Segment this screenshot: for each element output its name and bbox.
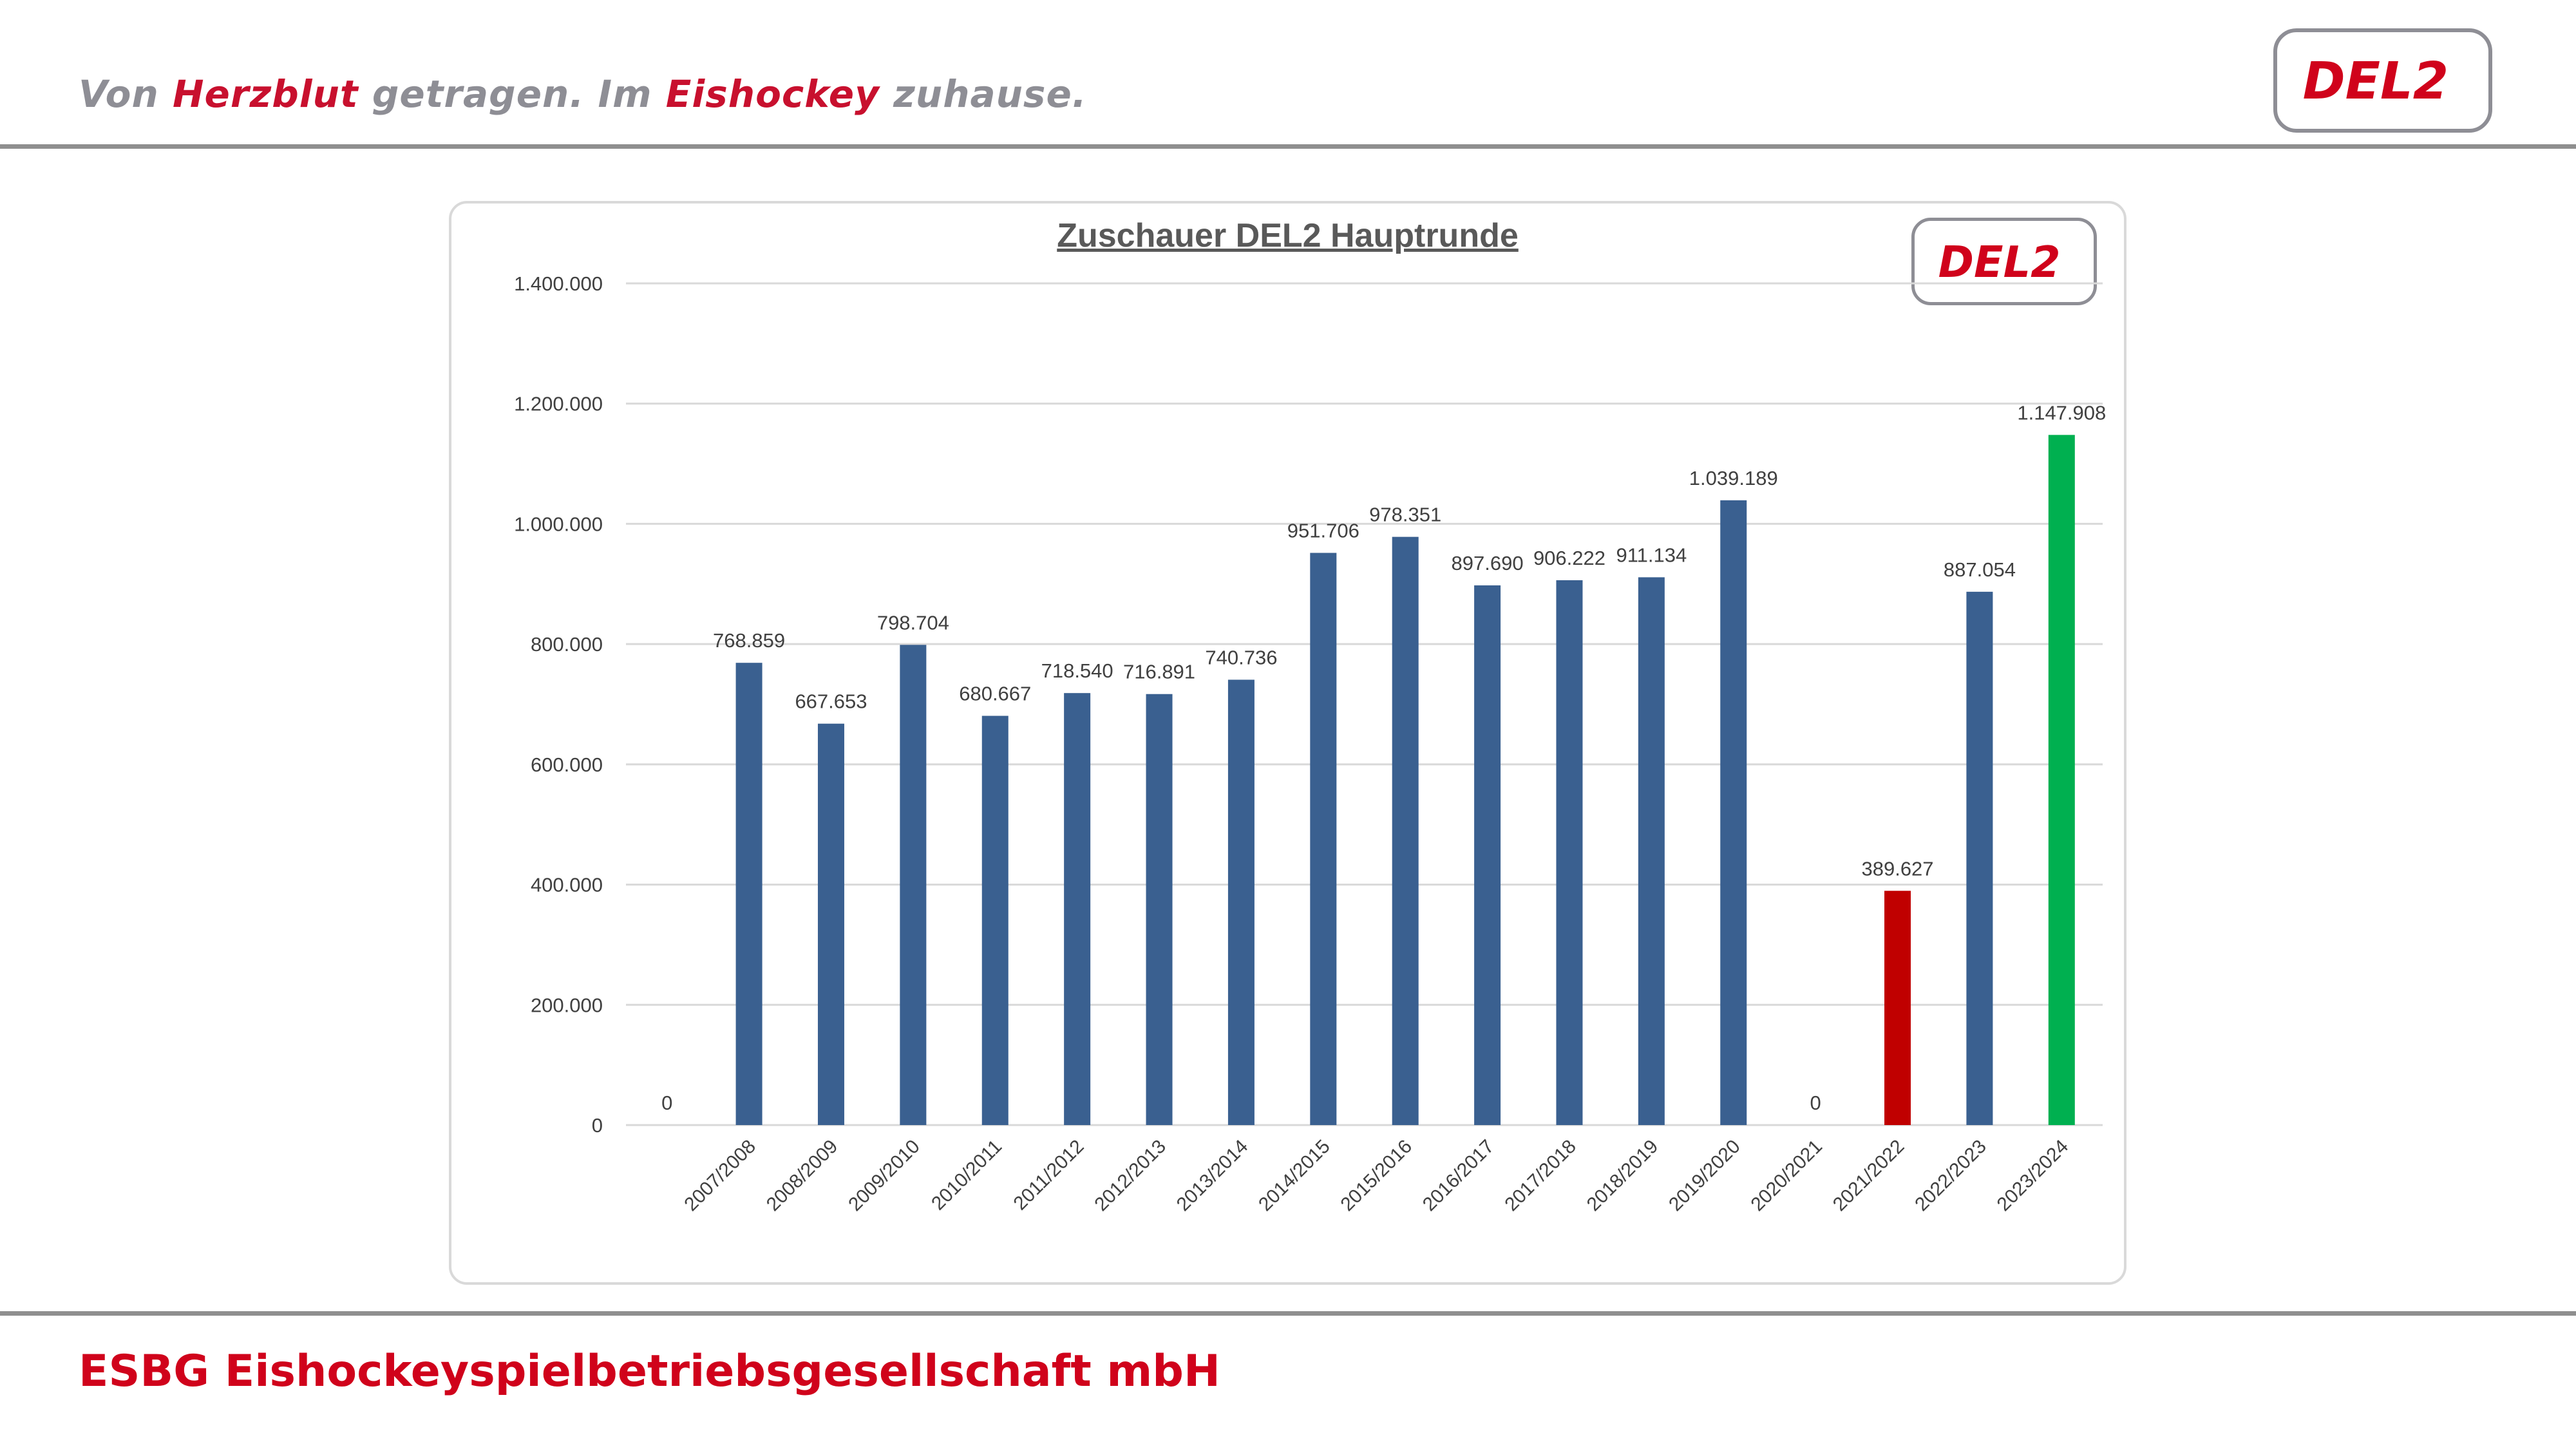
- bar: [735, 663, 762, 1125]
- footer-company-name: ESBG Eishockeyspielbetriebsgesellschaft …: [79, 1346, 1220, 1397]
- data-label: 740.736: [1205, 646, 1277, 668]
- data-label: 897.690: [1452, 552, 1524, 574]
- bar: [1638, 577, 1665, 1125]
- x-tick-label: 2013/2014: [1173, 1136, 1253, 1216]
- bar: [1720, 500, 1747, 1125]
- y-tick-label: 1.200.000: [514, 393, 603, 415]
- slogan-part-3: getragen. Im: [358, 72, 666, 116]
- x-tick-label: 2011/2012: [1010, 1136, 1088, 1215]
- data-label: 1.147.908: [2017, 401, 2106, 424]
- y-tick-label: 800.000: [531, 633, 603, 656]
- data-label: 716.891: [1123, 661, 1195, 683]
- data-label: 951.706: [1287, 520, 1359, 542]
- data-label: 667.653: [795, 690, 867, 713]
- bar: [1556, 580, 1583, 1125]
- x-tick-label: 2022/2023: [1911, 1136, 1991, 1216]
- footer-divider: [0, 1311, 2576, 1316]
- data-label: 768.859: [713, 629, 785, 652]
- slogan-part-eishockey: Eishockey: [665, 72, 880, 116]
- data-label: 906.222: [1533, 547, 1605, 569]
- del2-logo-text: DEL2: [2303, 51, 2449, 111]
- bar: [1146, 694, 1173, 1125]
- bar: [1884, 891, 1911, 1125]
- bar: [1392, 536, 1419, 1125]
- y-tick-label: 200.000: [531, 994, 603, 1016]
- x-tick-label: 2021/2022: [1829, 1136, 1909, 1216]
- chart-frame: [449, 201, 2126, 1285]
- bar: [2048, 435, 2075, 1125]
- y-tick-label: 1.400.000: [514, 272, 603, 295]
- del2-logo-chart: DEL2: [1911, 218, 2097, 305]
- chart-title: Zuschauer DEL2 Hauptrunde: [1057, 217, 1519, 254]
- x-tick-label: 2015/2016: [1337, 1136, 1417, 1216]
- x-tick-label: 2010/2011: [927, 1136, 1006, 1215]
- header-slogan: Von Herzblut getragen. Im Eishockey zuha…: [79, 72, 1087, 116]
- data-label: 911.134: [1616, 544, 1687, 566]
- data-label: 680.667: [959, 683, 1031, 705]
- y-tick-label: 1.000.000: [514, 513, 603, 535]
- del2-logo-graphic: DEL2: [2303, 51, 2449, 111]
- bar: [817, 723, 844, 1125]
- x-tick-label: 2012/2013: [1090, 1136, 1170, 1216]
- data-label: 0: [1810, 1092, 1821, 1114]
- del2-logo-header: DEL2: [2273, 28, 2492, 133]
- bar: [1474, 585, 1501, 1125]
- slogan-part-5: zuhause.: [879, 72, 1087, 116]
- data-label: 718.540: [1041, 659, 1113, 682]
- data-label: 1.039.189: [1689, 467, 1778, 489]
- slogan-part-1: Von: [79, 72, 173, 116]
- data-label: 389.627: [1861, 857, 1933, 880]
- bar: [1966, 591, 1993, 1125]
- x-tick-label: 2023/2024: [1993, 1136, 2073, 1216]
- data-label: 798.704: [877, 611, 949, 634]
- x-tick-label: 2008/2009: [762, 1136, 842, 1216]
- x-tick-label: 2017/2018: [1501, 1136, 1580, 1216]
- y-tick-label: 0: [592, 1114, 603, 1137]
- bar: [981, 715, 1009, 1125]
- del2-logo-chart-graphic: DEL2: [1938, 237, 2061, 287]
- x-tick-label: 2019/2020: [1665, 1136, 1745, 1216]
- x-tick-label: 2007/2008: [680, 1136, 760, 1216]
- bar: [1064, 693, 1091, 1125]
- bar: [900, 645, 927, 1125]
- bar: [1227, 679, 1255, 1125]
- data-label: 887.054: [1944, 558, 2016, 581]
- header-divider: [0, 144, 2576, 149]
- x-tick-label: 2018/2019: [1583, 1136, 1663, 1216]
- x-tick-label: 2016/2017: [1419, 1136, 1499, 1216]
- y-tick-label: 600.000: [531, 753, 603, 776]
- y-tick-label: 400.000: [531, 874, 603, 896]
- x-tick-label: 2014/2015: [1255, 1136, 1334, 1216]
- data-label: 0: [661, 1092, 672, 1114]
- del2-logo-chart-text: DEL2: [1938, 237, 2061, 287]
- data-label: 978.351: [1369, 504, 1441, 526]
- x-tick-label: 2009/2010: [844, 1136, 924, 1216]
- bar: [1310, 553, 1337, 1125]
- slogan-part-herzblut: Herzblut: [173, 72, 359, 116]
- x-tick-label: 2020/2021: [1747, 1136, 1826, 1216]
